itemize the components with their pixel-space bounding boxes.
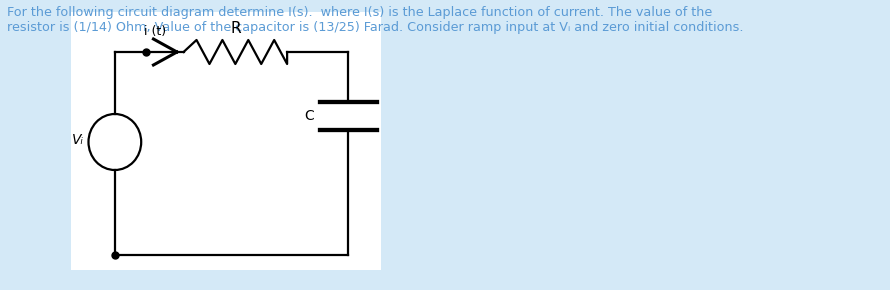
- Text: Vᵢ: Vᵢ: [72, 133, 84, 147]
- Text: For the following circuit diagram determine I(s).  where I(s) is the Laplace fun: For the following circuit diagram determ…: [6, 6, 712, 19]
- Text: R: R: [230, 21, 240, 36]
- FancyBboxPatch shape: [70, 12, 381, 270]
- Text: C: C: [304, 109, 314, 123]
- Text: i (t): i (t): [144, 25, 166, 38]
- Text: resistor is (1/14) Ohm, Value of the capacitor is (13/25) Farad. Consider ramp i: resistor is (1/14) Ohm, Value of the cap…: [6, 21, 743, 34]
